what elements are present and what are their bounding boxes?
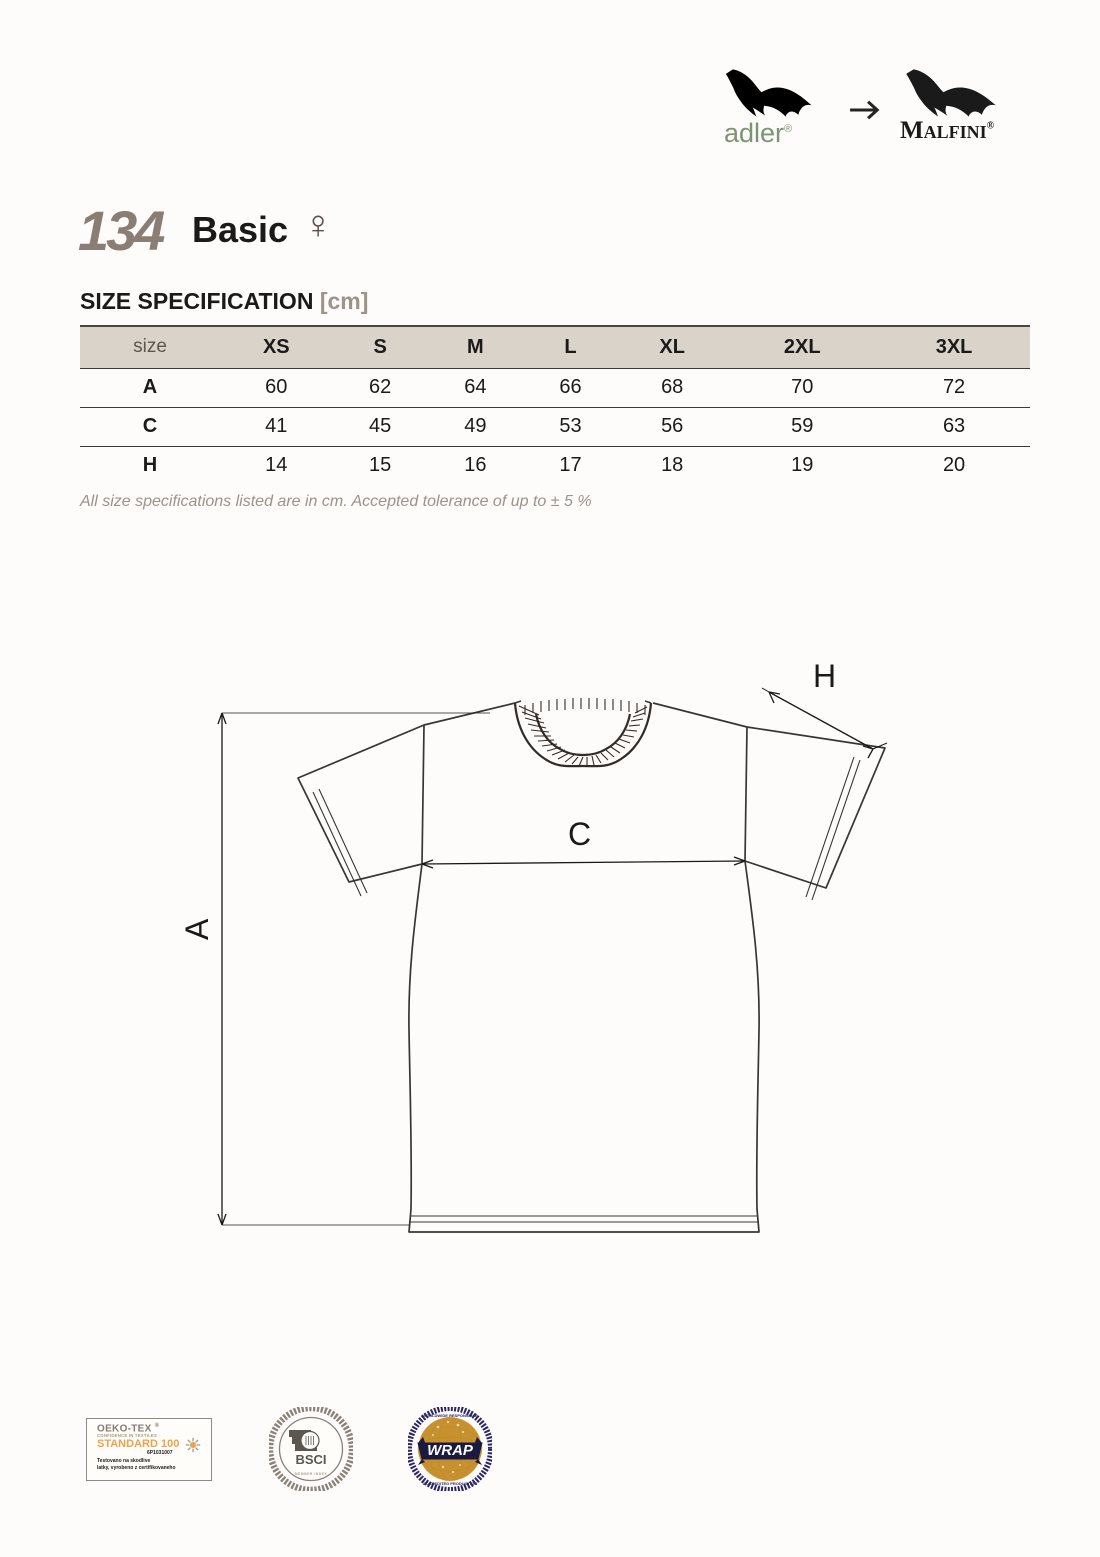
svg-text:A: A bbox=[179, 918, 215, 940]
svg-text:H: H bbox=[813, 658, 836, 694]
svg-text:C: C bbox=[568, 816, 591, 852]
